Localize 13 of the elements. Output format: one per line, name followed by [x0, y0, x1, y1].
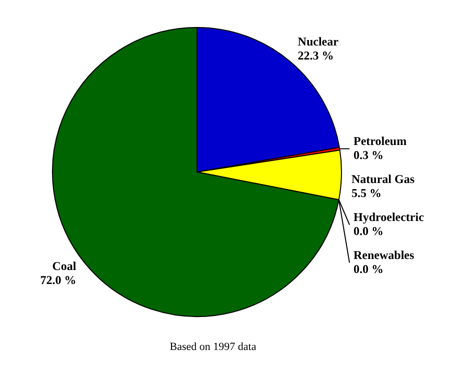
slice-label: Natural Gas [352, 172, 415, 186]
slice-label: Petroleum [354, 134, 407, 148]
legend-label: Hydroelectric [354, 210, 425, 224]
text: Based on 1997 data [170, 340, 256, 353]
text: 0.0 % [354, 262, 384, 276]
data-label: 22.3 % [298, 48, 334, 62]
slice-label: Coal [52, 259, 77, 274]
text: 0.0 % [354, 224, 384, 238]
category-label: Renewables [354, 248, 414, 262]
data-label: 0.3 % [354, 148, 384, 162]
data-label: 72.0 % [40, 273, 76, 288]
slice-label: Nuclear [298, 34, 340, 48]
data-label: 5.5 % [352, 186, 382, 200]
